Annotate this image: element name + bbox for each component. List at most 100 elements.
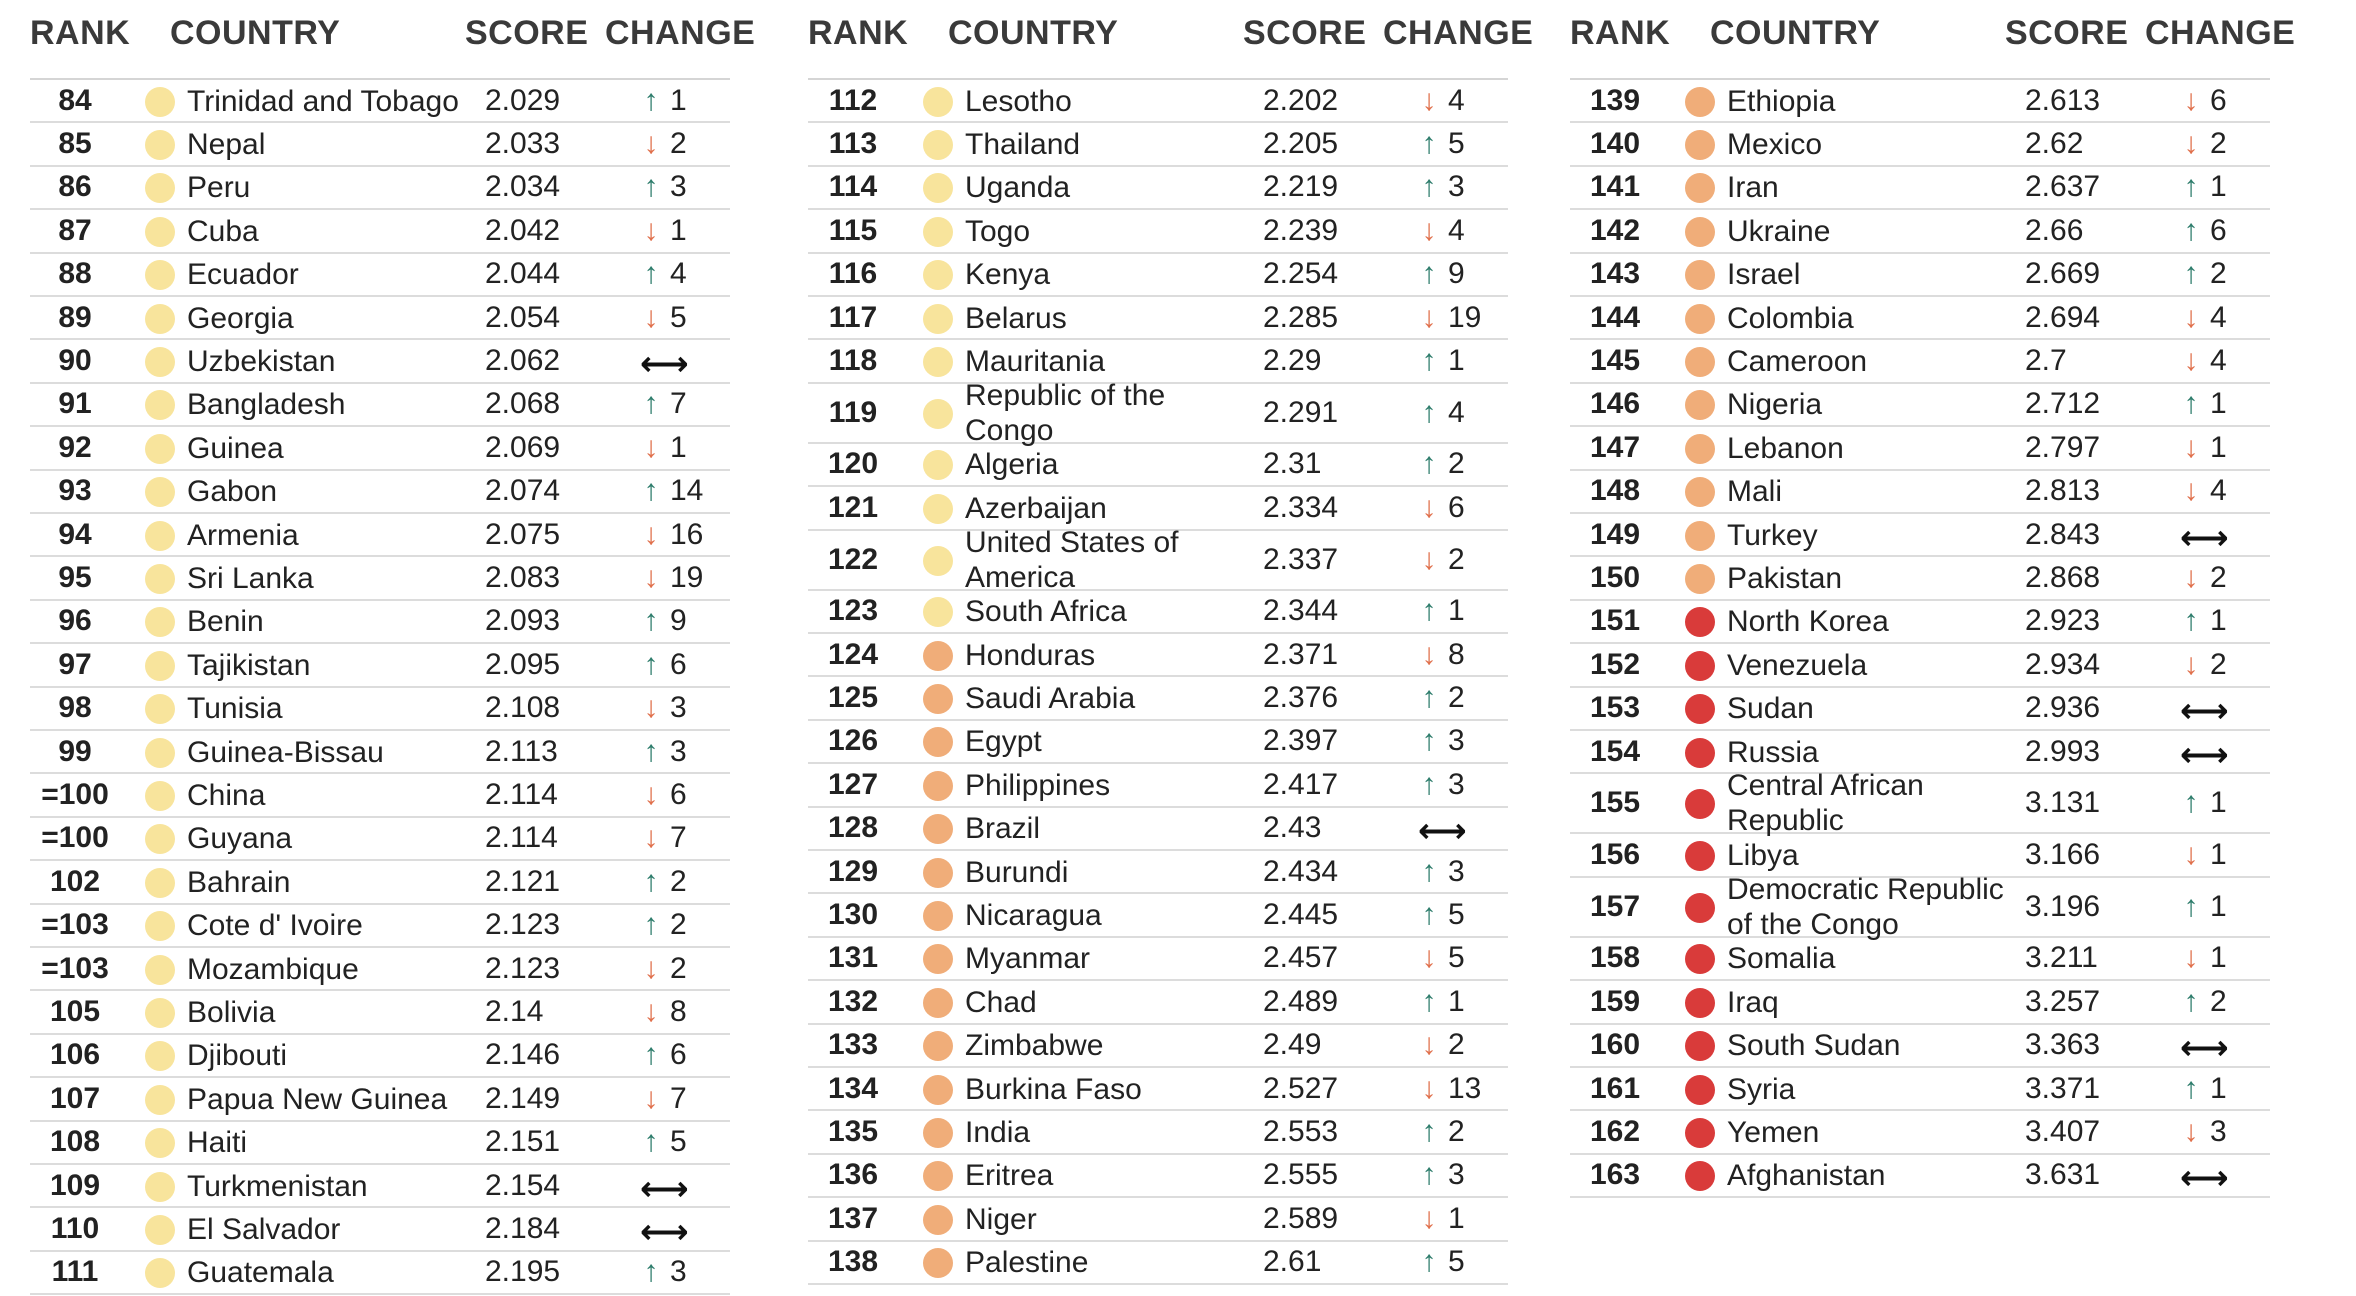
change-cell: ↑ 1 (2180, 786, 2227, 820)
rank-cell: 161 (1589, 1071, 1641, 1105)
table-row: 113 Thailand 2.205 ↑ 5 (808, 123, 1508, 167)
rank-cell: 99 (58, 734, 92, 768)
change-cell: ↑ 6 (2180, 214, 2227, 248)
header-rank: RANK (1570, 14, 1671, 52)
rank-cell: =103 (41, 908, 109, 942)
score-cell: 3.371 (2025, 1071, 2101, 1105)
status-dot (923, 173, 953, 204)
table-row: 155 Central African Republic 3.131 ↑ 1 (1570, 769, 2270, 837)
table-row: 96 Benin 2.093 ↑ 9 (30, 601, 730, 645)
rank-cell: 96 (58, 604, 92, 638)
change-value: 3 (670, 734, 687, 768)
change-cell: ↓ 1 (640, 431, 687, 465)
table-row: 139 Ethiopia 2.613 ↓ 6 (1570, 80, 2270, 124)
status-dot (923, 901, 953, 932)
status-dot (923, 1161, 953, 1192)
score-cell: 2.555 (1263, 1158, 1339, 1192)
table-row: 94 Armenia 2.075 ↓ 16 (30, 514, 730, 558)
change-value: 5 (1448, 898, 1465, 932)
score-cell: 2.062 (485, 344, 561, 378)
arrow-up-icon: ↑ (2183, 170, 2199, 204)
country-cell: Burundi (965, 855, 1069, 889)
status-dot (1685, 86, 1715, 117)
arrow-left-right-icon: ⟷ (640, 1213, 689, 1252)
status-dot (923, 1204, 953, 1235)
arrow-down-icon: ↓ (643, 430, 659, 464)
change-value: 2 (2210, 127, 2227, 161)
status-dot (1685, 987, 1715, 1018)
arrow-up-icon: ↑ (643, 1255, 659, 1289)
status-dot (1685, 650, 1715, 681)
country-cell: Palestine (965, 1246, 1089, 1280)
arrow-down-icon: ↓ (2183, 83, 2199, 117)
change-cell: ↑ 2 (640, 908, 687, 942)
country-cell: Benin (187, 605, 264, 639)
score-cell: 2.202 (1263, 83, 1339, 117)
change-value: 1 (2210, 430, 2227, 464)
arrow-down-icon: ↓ (1421, 1071, 1437, 1105)
status-dot (145, 173, 175, 204)
status-dot (145, 520, 175, 551)
country-cell: Mali (1727, 475, 1783, 509)
change-value: 16 (670, 517, 704, 551)
rank-cell: 86 (58, 170, 92, 204)
change-value: 1 (1448, 1201, 1465, 1235)
table-row: 130 Nicaragua 2.445 ↑ 5 (808, 894, 1508, 938)
change-cell: ↓ 2 (1418, 1028, 1465, 1062)
table-row: 122 United States of America 2.337 ↓ 2 (808, 526, 1508, 594)
table-row: 95 Sri Lanka 2.083 ↓ 19 (30, 557, 730, 601)
country-cell: Iraq (1727, 985, 1779, 1019)
change-cell: ⟷ (640, 344, 689, 384)
change-value: 6 (670, 647, 687, 681)
status-dot (145, 650, 175, 681)
country-cell: Afghanistan (1727, 1159, 1886, 1193)
change-cell: ↓ 8 (640, 995, 687, 1029)
status-dot (923, 545, 953, 576)
score-cell: 3.196 (2025, 889, 2101, 923)
change-value: 4 (670, 257, 687, 291)
arrow-down-icon: ↓ (2183, 561, 2199, 595)
change-cell: ↑ 2 (1418, 681, 1465, 715)
change-cell: ↓ 6 (2180, 84, 2227, 118)
score-cell: 2.074 (485, 474, 561, 508)
country-cell: Peru (187, 171, 251, 205)
arrow-up-icon: ↑ (1421, 127, 1437, 161)
change-cell: ↑ 1 (1418, 985, 1465, 1019)
status-dot (145, 86, 175, 117)
table-row: 109 Turkmenistan 2.154 ⟷ (30, 1165, 730, 1209)
arrow-down-icon: ↓ (2183, 430, 2199, 464)
status-dot (1685, 1074, 1715, 1105)
header-country: COUNTRY (948, 14, 1119, 52)
header-rank: RANK (30, 14, 131, 52)
arrow-down-icon: ↓ (643, 127, 659, 161)
arrow-down-icon: ↓ (643, 995, 659, 1029)
score-cell: 2.613 (2025, 83, 2101, 117)
country-cell: Bangladesh (187, 388, 346, 422)
country-cell: Honduras (965, 638, 1096, 672)
country-cell: Myanmar (965, 942, 1091, 976)
status-dot (145, 867, 175, 898)
change-value: 1 (1448, 344, 1465, 378)
rank-cell: 111 (51, 1255, 99, 1289)
change-cell: ↑ 1 (2180, 604, 2227, 638)
table-row: 142 Ukraine 2.66 ↑ 6 (1570, 210, 2270, 254)
change-cell: ↑ 5 (1418, 898, 1465, 932)
country-cell: Eritrea (965, 1159, 1054, 1193)
rank-cell: 151 (1589, 604, 1641, 638)
table-row: 129 Burundi 2.434 ↑ 3 (808, 851, 1508, 895)
status-dot (1685, 789, 1715, 820)
table-row: 127 Philippines 2.417 ↑ 3 (808, 764, 1508, 808)
status-dot (923, 770, 953, 801)
change-cell: ↓ 5 (640, 301, 687, 335)
rank-cell: 115 (828, 213, 878, 247)
change-cell: ↓ 5 (1418, 941, 1465, 975)
country-cell: Yemen (1727, 1116, 1820, 1150)
status-dot (145, 433, 175, 464)
table-row: 140 Mexico 2.62 ↓ 2 (1570, 123, 2270, 167)
rank-cell: 135 (827, 1115, 879, 1149)
change-value: 2 (2210, 257, 2227, 291)
arrow-down-icon: ↓ (643, 821, 659, 855)
table-row: 131 Myanmar 2.457 ↓ 5 (808, 938, 1508, 982)
status-dot (1685, 607, 1715, 638)
rank-cell: 138 (827, 1245, 879, 1279)
